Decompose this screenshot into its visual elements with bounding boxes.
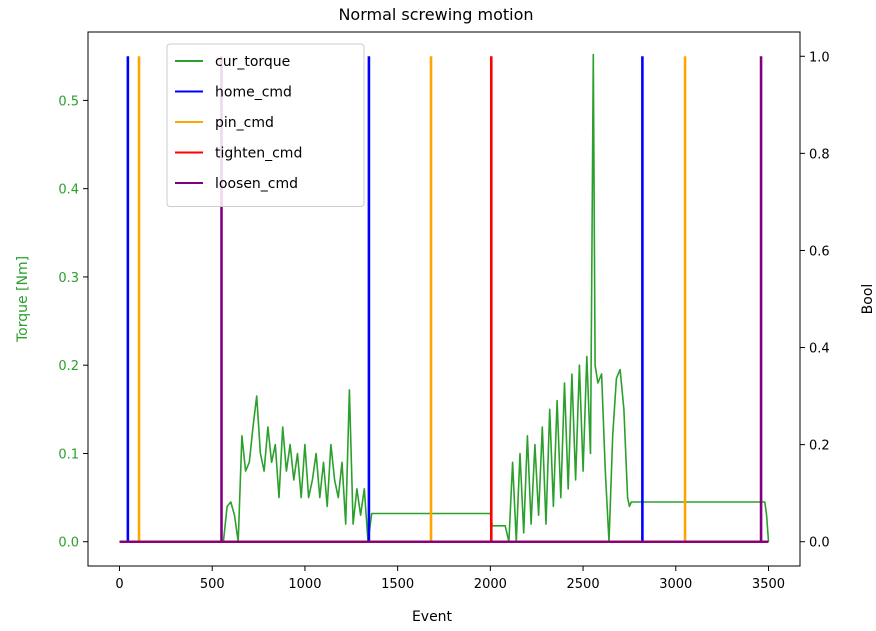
x-tick-label: 500: [200, 577, 225, 592]
y-right-tick-label: 0.0: [809, 536, 830, 551]
y-left-tick-label: 0.1: [58, 447, 79, 462]
y-left-tick-label: 0.3: [58, 271, 79, 286]
y-axis-label-left: Torque [Nm]: [15, 256, 31, 343]
legend-box: [166, 43, 365, 207]
y-left-tick-label: 0.2: [58, 359, 79, 374]
axes-frame: [87, 31, 801, 567]
axes: 0 500 1000 1500 2000 2500 3000 3500 0.0 0.1 0.2 0.3…: [58, 31, 830, 592]
x-tick-label: 1000: [288, 577, 321, 592]
y-left-tick-label: 0.4: [58, 183, 79, 198]
x-tick-label: 0: [115, 577, 123, 592]
legend-label: home_cmd: [215, 85, 292, 101]
y-left-tick-label: 0.0: [58, 536, 79, 551]
y-right-tick-label: 0.8: [809, 147, 830, 162]
legend: cur_torque home_cmd pin_cmd tighten_cmdloos…: [166, 43, 365, 207]
y-right-tick-label: 1.0: [809, 50, 830, 65]
x-tick-label: 1500: [381, 577, 414, 592]
legend-label: loosen_cmd: [215, 176, 298, 192]
x-tick-label: 2500: [567, 577, 600, 592]
chart-title: Normal screwing motion: [338, 5, 533, 24]
y-right-tick-label: 0.2: [809, 439, 830, 454]
legend-label: tighten_cmd: [215, 146, 302, 162]
legend-label: pin_cmd: [215, 115, 274, 131]
y-axis-label-right: Bool: [860, 284, 876, 315]
y-left-tick-label: 0.5: [58, 94, 79, 109]
y-right-tick-label: 0.4: [809, 342, 830, 357]
x-axis-label: Event: [412, 609, 453, 625]
legend-label: cur_torque: [215, 54, 290, 70]
x-tick-label: 3500: [752, 577, 785, 592]
y-right-tick-label: 0.6: [809, 244, 830, 259]
x-tick-label: 2000: [474, 577, 507, 592]
x-tick-label: 3000: [659, 577, 692, 592]
